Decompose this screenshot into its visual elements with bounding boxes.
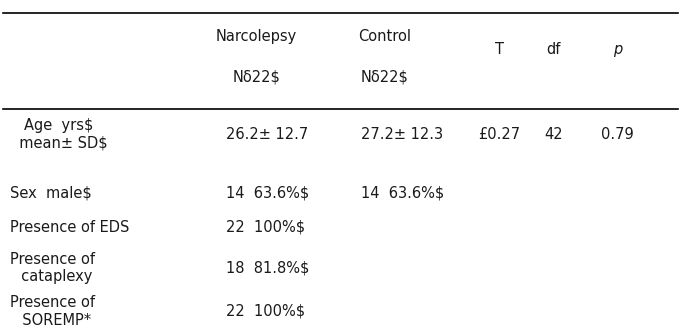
Text: 14  63.6%$: 14 63.6%$: [225, 185, 309, 200]
Text: df: df: [546, 42, 560, 57]
Text: Nδ22$: Nδ22$: [360, 70, 409, 84]
Text: 0.79: 0.79: [601, 127, 634, 142]
Text: Control: Control: [358, 29, 411, 44]
Text: Narcolepsy: Narcolepsy: [215, 29, 297, 44]
Text: Presence of EDS: Presence of EDS: [10, 220, 129, 235]
Text: Nδ22$: Nδ22$: [232, 70, 280, 84]
Text: 26.2± 12.7: 26.2± 12.7: [225, 127, 308, 142]
Text: 18  81.8%$: 18 81.8%$: [225, 260, 309, 276]
Text: 22  100%$: 22 100%$: [225, 220, 305, 235]
Text: Sex  male$: Sex male$: [10, 185, 91, 200]
Text: 42: 42: [544, 127, 563, 142]
Text: T: T: [494, 42, 504, 57]
Text: 22  100%$: 22 100%$: [225, 304, 305, 319]
Text: Age  yrs$
  mean± SD$: Age yrs$ mean± SD$: [10, 118, 107, 151]
Text: 14  63.6%$: 14 63.6%$: [361, 185, 444, 200]
Text: £0.27: £0.27: [478, 127, 520, 142]
Text: Presence of
  cataplexy: Presence of cataplexy: [10, 252, 95, 284]
Text: Presence of
  SOREMP*: Presence of SOREMP*: [10, 295, 95, 328]
Text: p: p: [613, 42, 622, 57]
Text: 27.2± 12.3: 27.2± 12.3: [361, 127, 443, 142]
